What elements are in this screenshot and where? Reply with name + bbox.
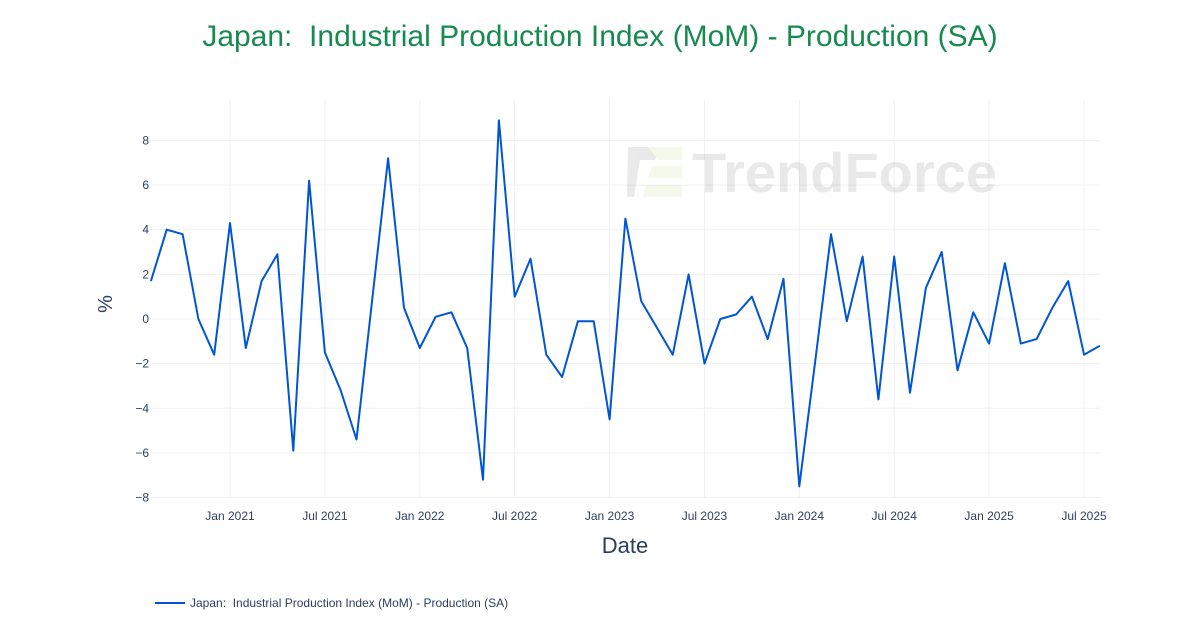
x-tick-label: Jan 2021 bbox=[205, 509, 255, 523]
data-point[interactable] bbox=[796, 483, 802, 489]
data-point[interactable] bbox=[1002, 260, 1008, 266]
data-point[interactable] bbox=[1081, 352, 1087, 358]
y-tick-label: 6 bbox=[142, 178, 149, 192]
data-point[interactable] bbox=[195, 316, 201, 322]
data-point[interactable] bbox=[243, 345, 249, 351]
data-point[interactable] bbox=[433, 314, 439, 320]
data-point[interactable] bbox=[1065, 278, 1071, 284]
data-point[interactable] bbox=[180, 231, 186, 237]
data-point[interactable] bbox=[622, 216, 628, 222]
data-point[interactable] bbox=[448, 309, 454, 315]
data-point[interactable] bbox=[164, 227, 170, 233]
data-point[interactable] bbox=[701, 361, 707, 367]
data-point[interactable] bbox=[417, 345, 423, 351]
data-point[interactable] bbox=[306, 178, 312, 184]
data-point[interactable] bbox=[923, 285, 929, 291]
x-tick-label: Jan 2022 bbox=[395, 509, 445, 523]
legend-swatch bbox=[155, 602, 185, 604]
data-point[interactable] bbox=[844, 318, 850, 324]
data-point[interactable] bbox=[274, 251, 280, 257]
data-point[interactable] bbox=[354, 437, 360, 443]
x-tick-label: Jul 2021 bbox=[302, 509, 348, 523]
x-tick-label: Jul 2023 bbox=[682, 509, 728, 523]
data-point[interactable] bbox=[369, 296, 375, 302]
data-point[interactable] bbox=[527, 256, 533, 262]
data-point[interactable] bbox=[575, 318, 581, 324]
grid bbox=[150, 100, 1100, 499]
data-point[interactable] bbox=[907, 390, 913, 396]
data-point[interactable] bbox=[322, 349, 328, 355]
data-point[interactable] bbox=[781, 276, 787, 282]
data-point[interactable] bbox=[559, 374, 565, 380]
series-line-japan-ip bbox=[149, 119, 1101, 488]
y-tick-label: −4 bbox=[135, 401, 149, 415]
y-tick-label: −2 bbox=[135, 357, 149, 371]
legend[interactable]: Japan: Industrial Production Index (MoM)… bbox=[155, 596, 508, 610]
y-tick-label: 0 bbox=[142, 312, 149, 326]
data-point[interactable] bbox=[891, 254, 897, 260]
data-point[interactable] bbox=[259, 278, 265, 284]
data-point[interactable] bbox=[749, 294, 755, 300]
data-point[interactable] bbox=[1097, 343, 1103, 349]
data-point[interactable] bbox=[638, 298, 644, 304]
data-point[interactable] bbox=[385, 155, 391, 161]
y-tick-label: 8 bbox=[142, 133, 149, 147]
data-point[interactable] bbox=[496, 117, 502, 123]
data-point[interactable] bbox=[338, 387, 344, 393]
data-point[interactable] bbox=[860, 254, 866, 260]
x-axis-label: Date bbox=[602, 533, 648, 558]
data-point[interactable] bbox=[480, 477, 486, 483]
data-point[interactable] bbox=[464, 345, 470, 351]
data-point[interactable] bbox=[875, 396, 881, 402]
x-tick-label: Jan 2023 bbox=[585, 509, 635, 523]
x-tick-label: Jan 2025 bbox=[964, 509, 1014, 523]
trendforce-watermark: TrendForce bbox=[627, 141, 997, 204]
data-point[interactable] bbox=[670, 352, 676, 358]
y-tick-label: 2 bbox=[142, 267, 149, 281]
data-point[interactable] bbox=[1034, 336, 1040, 342]
data-point[interactable] bbox=[401, 305, 407, 311]
x-tick-label: Jul 2022 bbox=[492, 509, 538, 523]
data-point[interactable] bbox=[148, 278, 154, 284]
data-point[interactable] bbox=[1049, 305, 1055, 311]
data-point[interactable] bbox=[1018, 341, 1024, 347]
data-point[interactable] bbox=[765, 336, 771, 342]
data-point[interactable] bbox=[512, 294, 518, 300]
data-point[interactable] bbox=[211, 352, 217, 358]
data-point[interactable] bbox=[733, 312, 739, 318]
data-point[interactable] bbox=[717, 316, 723, 322]
x-tick-label: Jan 2024 bbox=[775, 509, 825, 523]
y-tick-label: −8 bbox=[135, 491, 149, 505]
data-point[interactable] bbox=[290, 448, 296, 454]
chart-title: Japan: Industrial Production Index (MoM)… bbox=[202, 20, 998, 53]
y-tick-label: −6 bbox=[135, 446, 149, 460]
svg-text:TrendForce: TrendForce bbox=[692, 141, 997, 204]
y-axis-label: % bbox=[95, 295, 117, 313]
data-point[interactable] bbox=[607, 416, 613, 422]
x-tick-label: Jul 2024 bbox=[872, 509, 918, 523]
data-point[interactable] bbox=[812, 358, 818, 364]
data-point[interactable] bbox=[828, 231, 834, 237]
data-point[interactable] bbox=[986, 341, 992, 347]
data-point[interactable] bbox=[591, 318, 597, 324]
y-tick-label: 4 bbox=[142, 223, 149, 237]
data-point[interactable] bbox=[954, 367, 960, 373]
data-point[interactable] bbox=[939, 249, 945, 255]
data-point[interactable] bbox=[227, 220, 233, 226]
data-point[interactable] bbox=[654, 325, 660, 331]
data-point[interactable] bbox=[543, 352, 549, 358]
data-point[interactable] bbox=[970, 309, 976, 315]
data-point[interactable] bbox=[686, 271, 692, 277]
x-tick-label: Jul 2025 bbox=[1061, 509, 1107, 523]
legend-label: Japan: Industrial Production Index (MoM)… bbox=[190, 596, 509, 610]
